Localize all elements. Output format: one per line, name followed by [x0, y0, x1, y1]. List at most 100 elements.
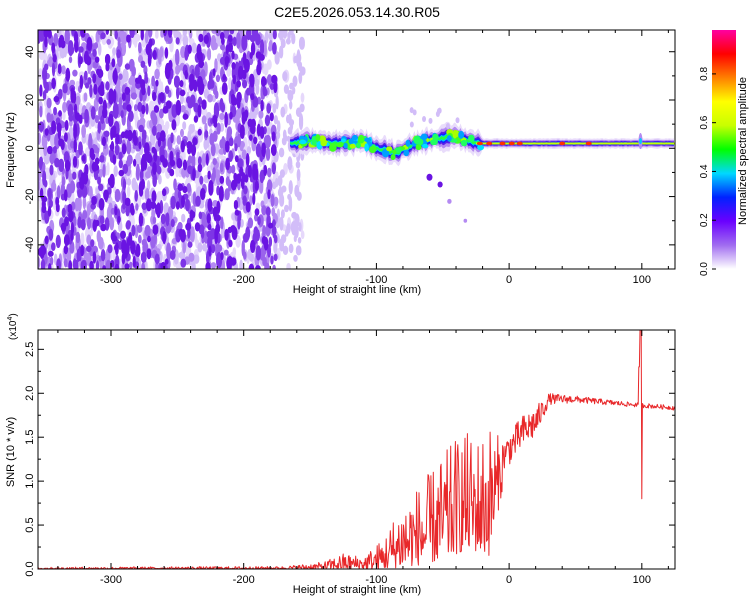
signal-blob — [386, 146, 393, 152]
snr-y-scale-exp: 4 — [7, 317, 14, 321]
signal-blob — [368, 145, 377, 154]
noise-speckle-3 — [39, 30, 277, 269]
x-tick-label: 100 — [633, 574, 651, 586]
signal-blob — [328, 142, 337, 152]
signal-blob — [392, 149, 397, 155]
colorbar-tick-label: 0.4 — [699, 164, 710, 178]
signal-scatter — [409, 107, 414, 114]
signal-blob — [343, 142, 348, 149]
x-tick-label: -200 — [233, 574, 255, 586]
colorbar-tick-label: 0.2 — [699, 213, 710, 227]
signal-scatter — [455, 117, 460, 124]
y-tick-label: 0.5 — [24, 517, 36, 532]
signal-blob — [446, 135, 452, 142]
spectrogram-panel: -300 -200 -100 0 100 -40 -20 0 20 40 Height of s… — [5, 29, 676, 296]
y-tick-label: 0 — [24, 145, 36, 151]
signal-blob — [403, 149, 410, 157]
signal-blob — [349, 143, 356, 149]
signal-blob — [477, 144, 485, 151]
signal-blob — [311, 138, 317, 146]
snr-frame — [37, 329, 676, 570]
x-tick-label: 0 — [506, 574, 512, 586]
snr-y-scale-close: ) — [8, 313, 19, 316]
chart-title: C2E5.2026.053.14.30.R05 — [274, 4, 440, 20]
signal-peak — [499, 141, 506, 146]
signal-blob — [415, 144, 422, 151]
signal-peak — [585, 141, 592, 146]
signal-band-layer — [290, 107, 675, 223]
signal-blob — [432, 137, 438, 146]
signal-peak — [559, 141, 566, 146]
signal-scatter — [409, 121, 414, 128]
signal-blob — [450, 138, 458, 143]
snr-y-axis: 0.0 0.5 1.0 1.5 2.0 2.5 — [24, 342, 675, 577]
y-tick-label: 40 — [24, 46, 36, 58]
artifact-tail-blob — [426, 173, 433, 181]
signal-scatter — [437, 107, 442, 114]
y-tick-label: 20 — [24, 94, 36, 106]
x-tick-label: -300 — [100, 274, 122, 286]
colorbar-tick-label: 0.8 — [699, 67, 710, 81]
spectrogram-x-axis: -300 -200 -100 0 100 — [57, 30, 669, 286]
snr-y-scale: (x104) — [7, 313, 19, 340]
spectrogram-x-label: Height of straight line (km) — [293, 284, 421, 296]
signal-peak — [476, 141, 483, 146]
spectrogram-y-axis: -40 -20 0 20 40 — [24, 46, 675, 270]
noise-speckle-layer — [38, 30, 306, 269]
x-tick-label: -100 — [365, 274, 387, 286]
signal-blob — [335, 142, 344, 148]
colorbar-axis: 0.0 0.2 0.4 0.6 0.8 — [699, 67, 716, 276]
spectrogram-y-label: Frequency (Hz) — [5, 112, 17, 188]
y-tick-label: 2.5 — [24, 342, 36, 357]
signal-spike-core — [638, 138, 642, 145]
signal-peak — [508, 141, 515, 146]
artifact-tail-blob — [437, 181, 443, 188]
snr-y-scale-base: (x10 — [8, 320, 19, 340]
signal-scatter — [422, 115, 427, 122]
x-tick-label: 100 — [633, 274, 651, 286]
colorbar-label: Normalized spectral amplitude — [737, 77, 749, 225]
artifact-tail-blob — [463, 218, 468, 223]
snr-x-label: Height of straight line (km) — [293, 584, 421, 596]
snr-panel: -300 -200 -100 0 100 0.0 0.5 1.0 1.5 2.0 2.5 Heig… — [5, 313, 676, 596]
signal-blob — [460, 139, 468, 147]
x-tick-label: -100 — [365, 574, 387, 586]
signal-blob — [364, 143, 369, 152]
y-tick-label: -20 — [24, 189, 36, 205]
signal-peak — [516, 141, 523, 146]
y-tick-label: 1.0 — [24, 473, 36, 488]
signal-blob — [458, 130, 465, 139]
signal-blob — [421, 143, 429, 149]
snr-plot-area — [38, 330, 675, 569]
signal-scatter — [428, 117, 433, 124]
colorbar: 0.0 0.2 0.4 0.6 0.8 Normalized spectral ampl… — [699, 30, 749, 276]
signal-blob — [340, 138, 346, 143]
y-tick-label: -40 — [24, 237, 36, 253]
colorbar-tick-label: 0.0 — [699, 262, 710, 276]
signal-blob — [405, 139, 411, 147]
signal-blob — [348, 138, 355, 145]
noise-speckle-5 — [38, 30, 278, 269]
snr-y-label: SNR (10 * v/v) — [5, 417, 17, 487]
signal-blob — [420, 133, 428, 141]
signal-blob — [390, 154, 396, 161]
signal-blob — [299, 139, 307, 145]
snr-x-axis: -300 -200 -100 0 100 — [57, 330, 669, 586]
signal-blob — [315, 134, 321, 142]
x-tick-label: -300 — [100, 574, 122, 586]
signal-blob — [413, 135, 421, 145]
y-tick-label: 0.0 — [24, 561, 36, 576]
colorbar-tick-label: 0.6 — [699, 115, 710, 129]
spectrogram-frame — [37, 29, 676, 270]
signal-peak — [486, 141, 493, 146]
signal-blob — [355, 142, 361, 149]
signal-scatter — [412, 109, 417, 116]
signal-blob — [357, 134, 365, 144]
signal-blob — [453, 130, 459, 138]
y-tick-label: 1.5 — [24, 430, 36, 445]
signal-blob — [352, 134, 358, 141]
signal-blob — [320, 139, 328, 147]
artifact-tail-blob — [447, 198, 452, 204]
signal-blob — [468, 134, 475, 143]
